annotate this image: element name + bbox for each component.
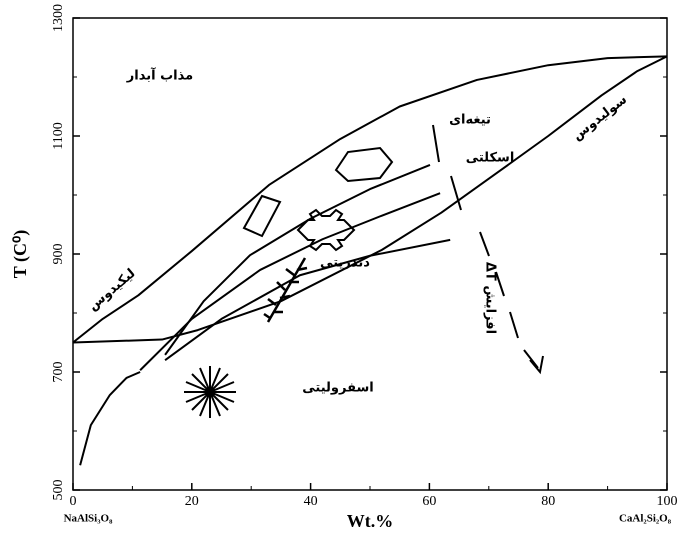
skeletal-crystal [296, 208, 356, 252]
annotation: لیکیدوس [86, 266, 139, 314]
crystal-shapes [184, 124, 544, 418]
curve [72, 55, 668, 344]
x-tick-label: 0 [70, 494, 77, 509]
annotation: اسکلتی [466, 151, 515, 166]
dashed-boundary [432, 124, 539, 369]
curve [164, 238, 451, 362]
curve [139, 192, 441, 371]
tabular-crystal [242, 194, 282, 238]
y-axis-label: T (C⁰) [10, 230, 31, 278]
x-tick-label: 80 [541, 494, 555, 509]
dendrite [263, 257, 308, 323]
y-tick-label: 1100 [51, 122, 66, 149]
curve [79, 371, 141, 466]
annotation: اسفرولیتی [302, 381, 373, 396]
x-end-label: CaAl₂Si₂O₈ [619, 513, 672, 525]
curve [164, 163, 431, 356]
plot-frame [72, 17, 668, 491]
y-tick-label: 700 [51, 362, 66, 383]
annotation: تیغه‌ای [449, 113, 491, 128]
curve [72, 55, 668, 344]
y-tick-label: 500 [51, 480, 66, 501]
x-end-label: NaAlSi₃O₈ [64, 513, 113, 525]
x-tick-label: 60 [422, 494, 436, 509]
x-tick-label: 40 [304, 494, 318, 509]
y-tick-label: 1300 [51, 4, 66, 32]
tabular-crystal [334, 146, 394, 183]
x-tick-label: 100 [657, 494, 678, 509]
x-tick-label: 20 [185, 494, 199, 509]
y-tick-label: 900 [51, 244, 66, 265]
annotation: افزایش ΔT [483, 262, 498, 334]
annotation: سولیدوس [570, 92, 630, 144]
annotation: دندریتی [320, 256, 370, 271]
spherulite [184, 366, 236, 418]
arrow-head [529, 355, 544, 375]
annotation: مذاب آبدار [126, 67, 193, 84]
x-axis-label: Wt.% [347, 511, 394, 531]
